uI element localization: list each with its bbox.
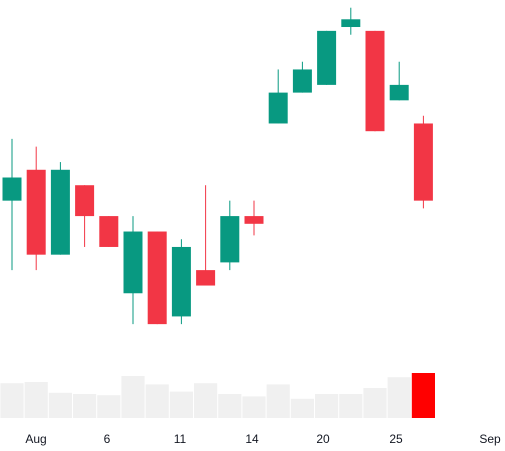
candle-body xyxy=(317,30,337,85)
candle-body xyxy=(341,19,361,28)
candle-body xyxy=(75,185,95,217)
candle-body xyxy=(123,231,143,294)
candle-body xyxy=(389,84,409,101)
x-tick-label: Aug xyxy=(25,432,46,446)
volume-bar xyxy=(266,384,290,418)
volume-bar xyxy=(411,373,435,418)
volume-bar xyxy=(0,383,24,418)
candle-body xyxy=(2,177,22,201)
candle-body xyxy=(413,123,433,201)
volume-bar xyxy=(73,394,97,418)
candle-body xyxy=(365,30,385,132)
volume-bar xyxy=(363,388,387,418)
candle-body xyxy=(244,216,264,224)
volume-bar xyxy=(242,396,266,418)
volume-bar xyxy=(121,376,145,418)
volume-bar xyxy=(387,377,411,418)
candle-body xyxy=(147,231,167,325)
candle-body xyxy=(220,216,240,263)
volume-bar xyxy=(218,394,242,418)
volume-bar xyxy=(194,383,218,418)
x-tick-label: 14 xyxy=(245,432,259,446)
volume-bar xyxy=(48,392,72,418)
candle-body xyxy=(50,169,70,255)
volume-bar xyxy=(97,395,121,418)
volume-bars xyxy=(0,373,435,418)
candle-body xyxy=(99,216,119,247)
candle-body xyxy=(171,246,191,317)
volume-bar xyxy=(339,394,363,418)
x-tick-label: 11 xyxy=(174,432,187,446)
x-tick-label: 25 xyxy=(389,432,403,446)
x-tick-label: Sep xyxy=(479,432,501,446)
volume-bar xyxy=(24,382,48,418)
x-tick-label: 6 xyxy=(104,432,111,446)
volume-bar xyxy=(315,394,339,418)
volume-bar xyxy=(145,384,169,418)
volume-bar xyxy=(290,398,314,418)
candle-body xyxy=(292,69,312,93)
volume-bar xyxy=(169,391,193,418)
x-tick-label: 20 xyxy=(316,432,330,446)
candle-body xyxy=(268,92,288,124)
x-axis: Aug 6 11 14 20 25 Sep xyxy=(25,432,501,446)
candles xyxy=(2,7,433,325)
candle-body xyxy=(196,270,216,286)
candle-body xyxy=(26,169,46,255)
